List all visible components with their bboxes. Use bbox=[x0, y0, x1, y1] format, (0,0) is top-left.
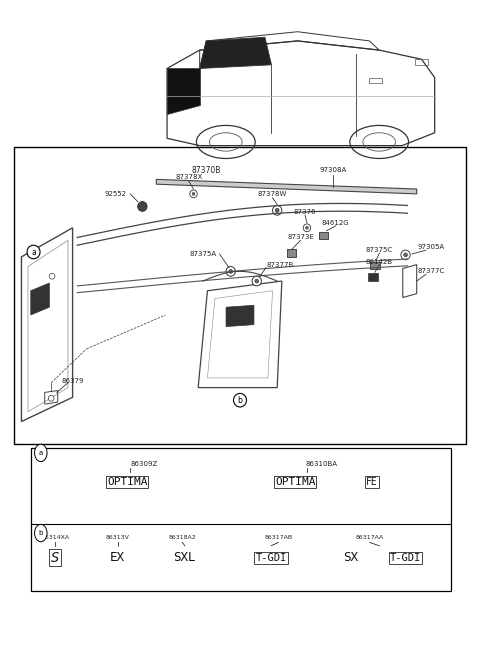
Text: 86314XA: 86314XA bbox=[41, 535, 69, 540]
Text: 86310BA: 86310BA bbox=[306, 462, 337, 467]
Text: 86317AB: 86317AB bbox=[264, 535, 292, 540]
Text: a: a bbox=[39, 450, 43, 456]
Text: SXL: SXL bbox=[174, 551, 196, 564]
Text: 86309Z: 86309Z bbox=[130, 462, 158, 467]
Text: 86317AA: 86317AA bbox=[356, 535, 384, 540]
Bar bbox=[14, 147, 466, 444]
Text: T-GDI: T-GDI bbox=[255, 553, 287, 562]
Text: OPTIMA: OPTIMA bbox=[107, 478, 147, 487]
Text: SX: SX bbox=[343, 551, 358, 564]
Text: FE: FE bbox=[366, 478, 378, 487]
Text: S: S bbox=[51, 551, 60, 564]
Text: 86318A2: 86318A2 bbox=[168, 535, 196, 540]
Text: EX: EX bbox=[110, 551, 125, 564]
Text: 86313V: 86313V bbox=[106, 535, 130, 540]
Circle shape bbox=[35, 444, 47, 462]
Text: b: b bbox=[38, 530, 43, 536]
Text: 87370B: 87370B bbox=[192, 166, 221, 175]
Text: OPTIMA: OPTIMA bbox=[275, 478, 315, 487]
Circle shape bbox=[35, 524, 47, 542]
Bar bbox=[31, 448, 451, 591]
Text: T-GDI: T-GDI bbox=[390, 553, 421, 562]
